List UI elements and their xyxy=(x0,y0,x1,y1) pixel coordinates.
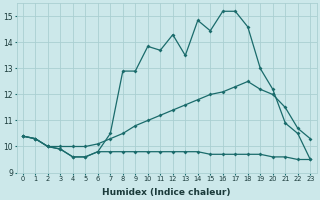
X-axis label: Humidex (Indice chaleur): Humidex (Indice chaleur) xyxy=(102,188,231,197)
